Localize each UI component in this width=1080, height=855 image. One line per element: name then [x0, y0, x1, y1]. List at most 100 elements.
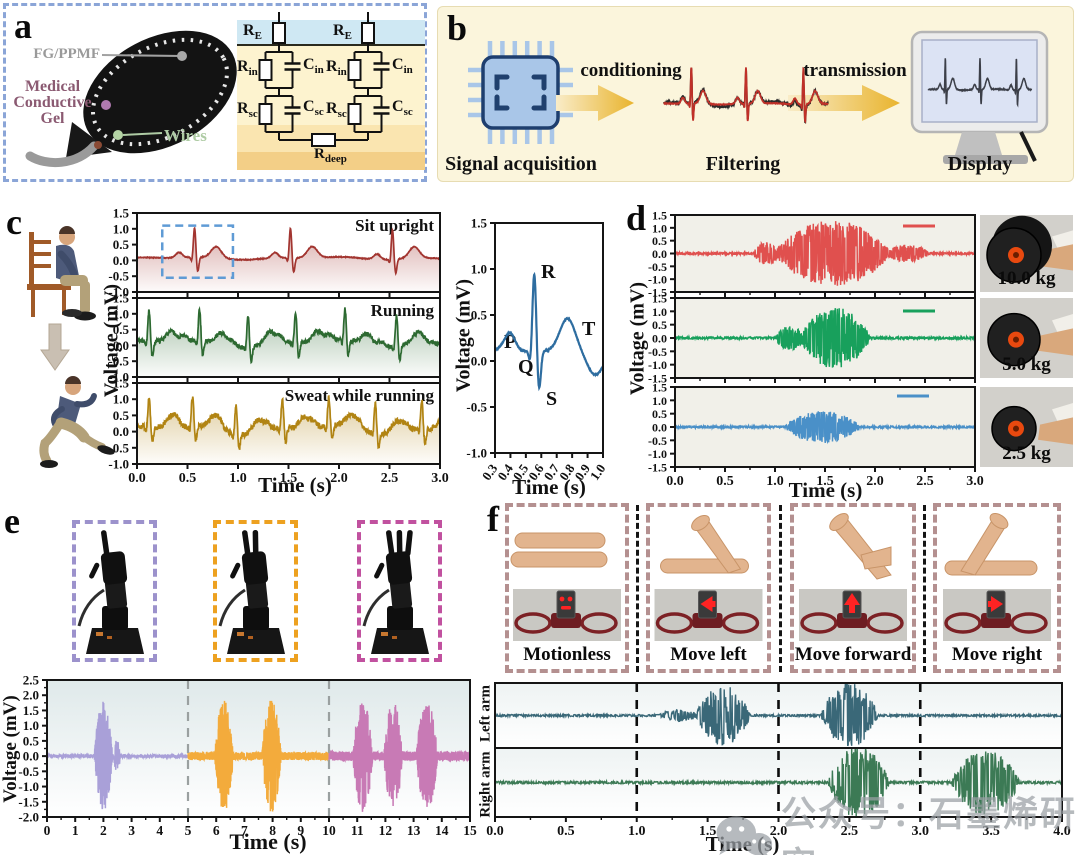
gesture-motionless-photo [510, 532, 621, 641]
gel-label-line1: Medical [24, 78, 81, 95]
arrow-conditioning-icon [556, 85, 634, 121]
gel-dot [101, 100, 111, 110]
c-xlabel: Time (s) [258, 473, 332, 497]
circuit-label-re-1: RE [243, 22, 262, 43]
panel-letter-e: e [4, 501, 20, 541]
photo-5kg: 5.0 kg [980, 298, 1073, 378]
robot-hand-box-1 [72, 520, 157, 662]
svg-text:0.0: 0.0 [23, 749, 39, 764]
svg-text:1.5: 1.5 [23, 703, 40, 718]
sitting-person [56, 226, 96, 321]
down-arrow-icon [40, 323, 70, 371]
svg-text:1.0: 1.0 [23, 718, 39, 733]
gesture-move-forward-photo [799, 513, 907, 641]
svg-text:0.0: 0.0 [652, 421, 667, 435]
gesture-box-motionless [505, 503, 629, 673]
dumbbell-2p5kg-icon [980, 387, 1073, 467]
svg-text:10: 10 [322, 823, 336, 838]
svg-text:0.5: 0.5 [23, 733, 40, 748]
svg-text:0.0: 0.0 [666, 474, 684, 489]
electrode-flap [66, 122, 112, 158]
svg-text:3: 3 [128, 823, 135, 838]
d-ylabel: Voltage (mV) [626, 281, 649, 396]
svg-text:2.5: 2.5 [916, 474, 934, 489]
chip-icon [468, 41, 573, 144]
gel-label-line3: Gel [40, 110, 65, 127]
svg-text:-0.5: -0.5 [648, 260, 667, 274]
svg-text:-0.5: -0.5 [648, 434, 667, 448]
svg-text:5: 5 [185, 823, 192, 838]
gesture-box-move-right [933, 503, 1061, 673]
svg-text:2.0: 2.0 [866, 474, 884, 489]
panel-letter-f: f [487, 499, 499, 539]
svg-text:-0.5: -0.5 [648, 345, 667, 359]
gesture-separator-1 [636, 505, 639, 672]
electrode-wire [25, 141, 99, 168]
fg-ppmf-dot [177, 51, 187, 61]
pqrst-ylabel: Voltage (mV) [452, 278, 475, 393]
pqrst-xlabel: Time (s) [512, 475, 586, 499]
svg-text:0.5: 0.5 [557, 824, 575, 839]
pqrst-S: S [546, 388, 558, 410]
robot-hand-2-icon [218, 530, 285, 654]
svg-text:0.5: 0.5 [179, 471, 197, 486]
robot-hand-box-3 [357, 520, 442, 662]
photo-10kg: 10.0 kg [980, 215, 1073, 292]
svg-text:1.0: 1.0 [652, 221, 667, 235]
gesture-move-right-photo [943, 512, 1051, 641]
pqrst-R: R [541, 261, 556, 283]
gesture-box-move-forward [790, 503, 916, 673]
svg-text:2.5: 2.5 [23, 673, 40, 688]
robot-hand-1-icon [77, 530, 144, 654]
photo-caption-10kg: 10.0 kg [997, 268, 1056, 289]
svg-text:1.5: 1.5 [471, 216, 488, 231]
circuit-label-rsc-2: Rsc [326, 100, 347, 121]
svg-text:3.0: 3.0 [966, 474, 984, 489]
circuit-label-rsc-1: Rsc [237, 100, 258, 121]
pqrst-Q: Q [518, 356, 534, 378]
svg-text:1.0: 1.0 [628, 824, 646, 839]
svg-text:1.5: 1.5 [652, 292, 667, 306]
panel-letter-a: a [14, 6, 32, 46]
gesture-separator-3 [923, 505, 926, 672]
svg-text:1.0: 1.0 [229, 471, 247, 486]
running-person [39, 376, 115, 468]
photo-2p5kg: 2.5 kg [980, 387, 1073, 467]
gesture-caption-move-left: Move left [670, 644, 747, 665]
svg-text:12: 12 [379, 823, 393, 838]
svg-text:0.0: 0.0 [652, 247, 667, 261]
c-title-1: Sit upright [355, 216, 434, 235]
svg-text:2: 2 [100, 823, 107, 838]
svg-text:-1.5: -1.5 [648, 372, 667, 386]
wechat-icon [716, 816, 773, 855]
circuit-label-csc-2: Csc [392, 98, 413, 119]
e-ylabel: Voltage (mV) [0, 695, 21, 803]
robot-hand-3-icon [362, 530, 429, 654]
svg-text:-1.5: -1.5 [648, 461, 667, 475]
electrode-illustration [25, 30, 237, 168]
gesture-caption-motionless: Motionless [523, 644, 611, 665]
robot-hand-box-2 [213, 520, 298, 662]
svg-text:1.0: 1.0 [587, 461, 609, 483]
svg-text:1.0: 1.0 [652, 394, 667, 408]
arrow2-label: transmission [803, 60, 907, 81]
person-sitting-and-running [27, 226, 115, 468]
svg-text:2.0: 2.0 [23, 688, 39, 703]
wires-label: Wires [164, 126, 207, 145]
monitor-icon [910, 30, 1049, 164]
circuit-label-rin-2: Rin [326, 58, 347, 79]
svg-text:1.5: 1.5 [652, 209, 667, 223]
equivalent-circuit [237, 12, 425, 170]
c-ylabel: Voltage (mV) [100, 283, 123, 398]
c-title-3: Sweat while running [284, 386, 434, 405]
svg-text:0.5: 0.5 [652, 234, 667, 248]
gesture-move-left-photo [654, 514, 763, 641]
dumbbell-10kg-icon [980, 215, 1073, 292]
gesture-caption-move-forward: Move forward [794, 644, 912, 665]
watermark-text: 公众号：石墨烯研究 [781, 795, 1078, 855]
svg-text:1.0: 1.0 [652, 305, 667, 319]
svg-text:0: 0 [44, 823, 51, 838]
step-signal-acquisition: Signal acquisition [445, 153, 597, 175]
svg-text:-1.5: -1.5 [648, 286, 667, 300]
pqrst-P: P [504, 331, 517, 353]
